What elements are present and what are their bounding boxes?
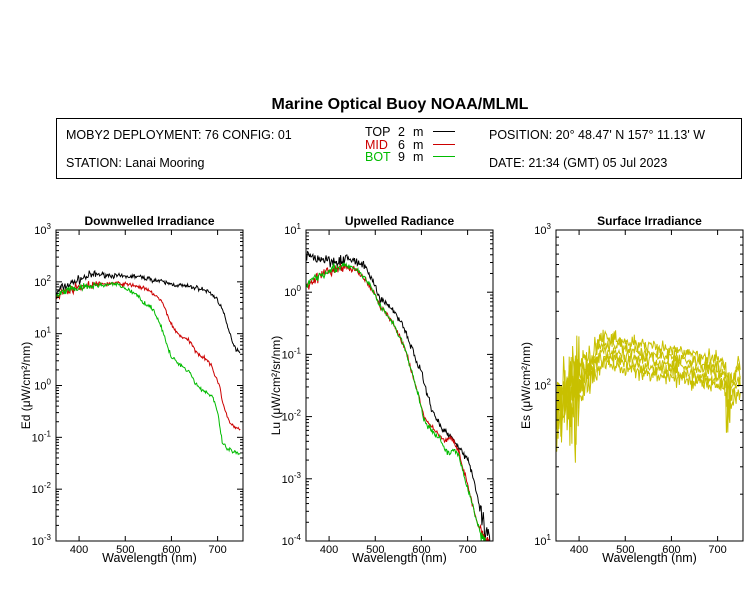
legend-bot-label: BOT bbox=[365, 150, 391, 164]
legend-mid-depth: 6 bbox=[398, 138, 405, 152]
x-axis-label: Wavelength (nm) bbox=[102, 551, 197, 565]
x-tick-label: 500 bbox=[366, 544, 384, 556]
series-line-mid bbox=[56, 280, 241, 431]
legend-top-line bbox=[433, 131, 455, 132]
y-tick-label: 100 bbox=[34, 378, 51, 393]
legend-top-label: TOP bbox=[365, 125, 391, 139]
date-label: DATE: 21:34 (GMT) 05 Jul 2023 bbox=[489, 156, 668, 170]
y-tick-label: 100 bbox=[284, 284, 301, 299]
legend-top-depth: 2 bbox=[398, 125, 405, 139]
y-tick-label: 103 bbox=[534, 222, 551, 237]
y-tick-label: 10-1 bbox=[32, 429, 52, 444]
panel-0: Downwelled Irradiance Wavelength (nm) Ed (… bbox=[19, 214, 244, 565]
y-tick-label: 102 bbox=[534, 378, 551, 393]
y-tick-label: 101 bbox=[34, 326, 51, 341]
y-tick-label: 101 bbox=[284, 222, 301, 237]
legend-bot-line bbox=[433, 156, 455, 157]
panel-1: Upwelled Radiance Wavelength (nm) Lu (μW/c… bbox=[269, 214, 494, 565]
x-tick-label: 600 bbox=[662, 544, 680, 556]
series-line-es-scan-5 bbox=[556, 356, 741, 463]
series-line-bot bbox=[56, 281, 241, 456]
x-tick-label: 400 bbox=[320, 544, 338, 556]
series-line-bot bbox=[306, 262, 487, 541]
x-tick-label: 500 bbox=[116, 544, 134, 556]
y-tick-label: 10-2 bbox=[282, 409, 302, 424]
y-tick-label: 102 bbox=[34, 274, 51, 289]
y-tick-label: 10-3 bbox=[32, 533, 52, 548]
y-tick-label: 10-3 bbox=[282, 471, 302, 486]
plot-frame bbox=[305, 229, 494, 542]
series-line-top bbox=[306, 250, 491, 541]
header-info-box: MOBY2 DEPLOYMENT: 76 CONFIG: 01 STATION:… bbox=[56, 118, 742, 179]
series-line-es-scan-3 bbox=[556, 345, 741, 445]
legend-bot-unit: m bbox=[413, 150, 424, 164]
legend-mid-label: MID bbox=[365, 138, 388, 152]
legend-bot-depth: 9 bbox=[398, 150, 405, 164]
x-tick-label: 400 bbox=[570, 544, 588, 556]
legend-mid-line bbox=[433, 144, 455, 145]
x-tick-label: 700 bbox=[708, 544, 726, 556]
chart-title: Downwelled Irradiance bbox=[84, 214, 214, 228]
position-label: POSITION: 20° 48.47' N 157° 11.13' W bbox=[489, 128, 706, 142]
legend-top-unit: m bbox=[413, 125, 424, 139]
page-title: Marine Optical Buoy NOAA/MLML bbox=[271, 96, 529, 113]
y-tick-label: 10-4 bbox=[282, 533, 302, 548]
x-tick-label: 600 bbox=[412, 544, 430, 556]
x-axis-label: Wavelength (nm) bbox=[602, 551, 697, 565]
y-tick-label: 10-1 bbox=[282, 346, 302, 361]
station-label: STATION: Lanai Mooring bbox=[66, 156, 205, 170]
y-axis-label: Es (μW/cm²/nm) bbox=[519, 342, 533, 429]
x-tick-label: 500 bbox=[616, 544, 634, 556]
x-tick-label: 700 bbox=[458, 544, 476, 556]
y-axis-label: Lu (μW/cm²/sr/nm) bbox=[269, 336, 283, 436]
deployment-label: MOBY2 DEPLOYMENT: 76 CONFIG: 01 bbox=[66, 128, 292, 142]
y-tick-label: 101 bbox=[534, 533, 551, 548]
x-tick-label: 400 bbox=[70, 544, 88, 556]
x-tick-label: 700 bbox=[208, 544, 226, 556]
y-tick-label: 103 bbox=[34, 222, 51, 237]
y-axis-label: Ed (μW/cm²/nm) bbox=[19, 342, 33, 430]
y-tick-label: 10-2 bbox=[32, 481, 52, 496]
series-line-top bbox=[56, 269, 241, 354]
chart-title: Upwelled Radiance bbox=[345, 214, 455, 228]
legend-mid-unit: m bbox=[413, 138, 424, 152]
x-tick-label: 600 bbox=[162, 544, 180, 556]
x-axis-label: Wavelength (nm) bbox=[352, 551, 447, 565]
series-line-mid bbox=[306, 263, 490, 541]
series-line-es-scan-1 bbox=[556, 329, 741, 439]
panel-2: Surface Irradiance Wavelength (nm) Es (μW/… bbox=[519, 214, 744, 565]
chart-title: Surface Irradiance bbox=[597, 214, 702, 228]
